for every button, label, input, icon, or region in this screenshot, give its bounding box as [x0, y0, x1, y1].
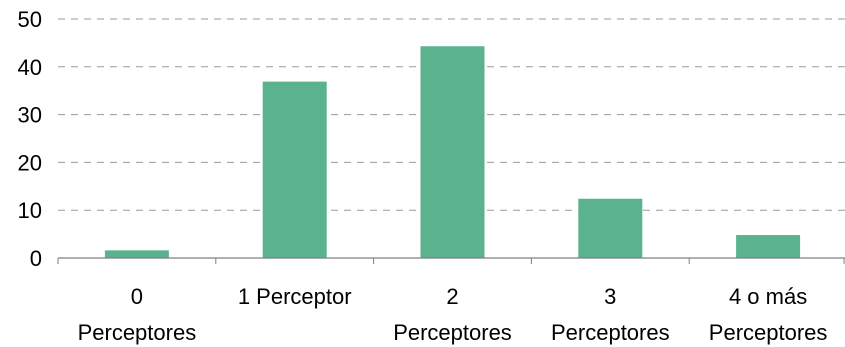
y-tick-label: 50: [18, 7, 42, 32]
x-tick-label: Perceptores: [78, 320, 197, 345]
x-tick-label: Perceptores: [551, 320, 670, 345]
bar: [262, 81, 327, 258]
bar: [736, 235, 801, 258]
x-tick-label: 1 Perceptor: [238, 284, 352, 309]
x-tick-label: Perceptores: [709, 320, 828, 345]
x-tick-label: 3: [604, 284, 616, 309]
bars: [104, 46, 801, 258]
x-tick-label: 2: [446, 284, 458, 309]
x-tick-label: 4 o más: [729, 284, 807, 309]
y-tick-label: 0: [30, 246, 42, 271]
bar: [104, 250, 169, 258]
x-category-labels: 0 Perceptores 1 Perceptor 2 Perceptores 3 Perc…: [78, 284, 828, 345]
x-axis: [57, 257, 845, 264]
y-tick-label: 40: [18, 55, 42, 80]
bar: [578, 198, 643, 258]
y-tick-label: 20: [18, 150, 42, 175]
bar: [420, 46, 485, 258]
y-tick-label: 10: [18, 198, 42, 223]
y-tick-labels: 0 10 20 30 40 50: [18, 7, 42, 271]
x-tick-label: 0: [131, 284, 143, 309]
x-tick-label: Perceptores: [393, 320, 512, 345]
y-tick-label: 30: [18, 103, 42, 128]
